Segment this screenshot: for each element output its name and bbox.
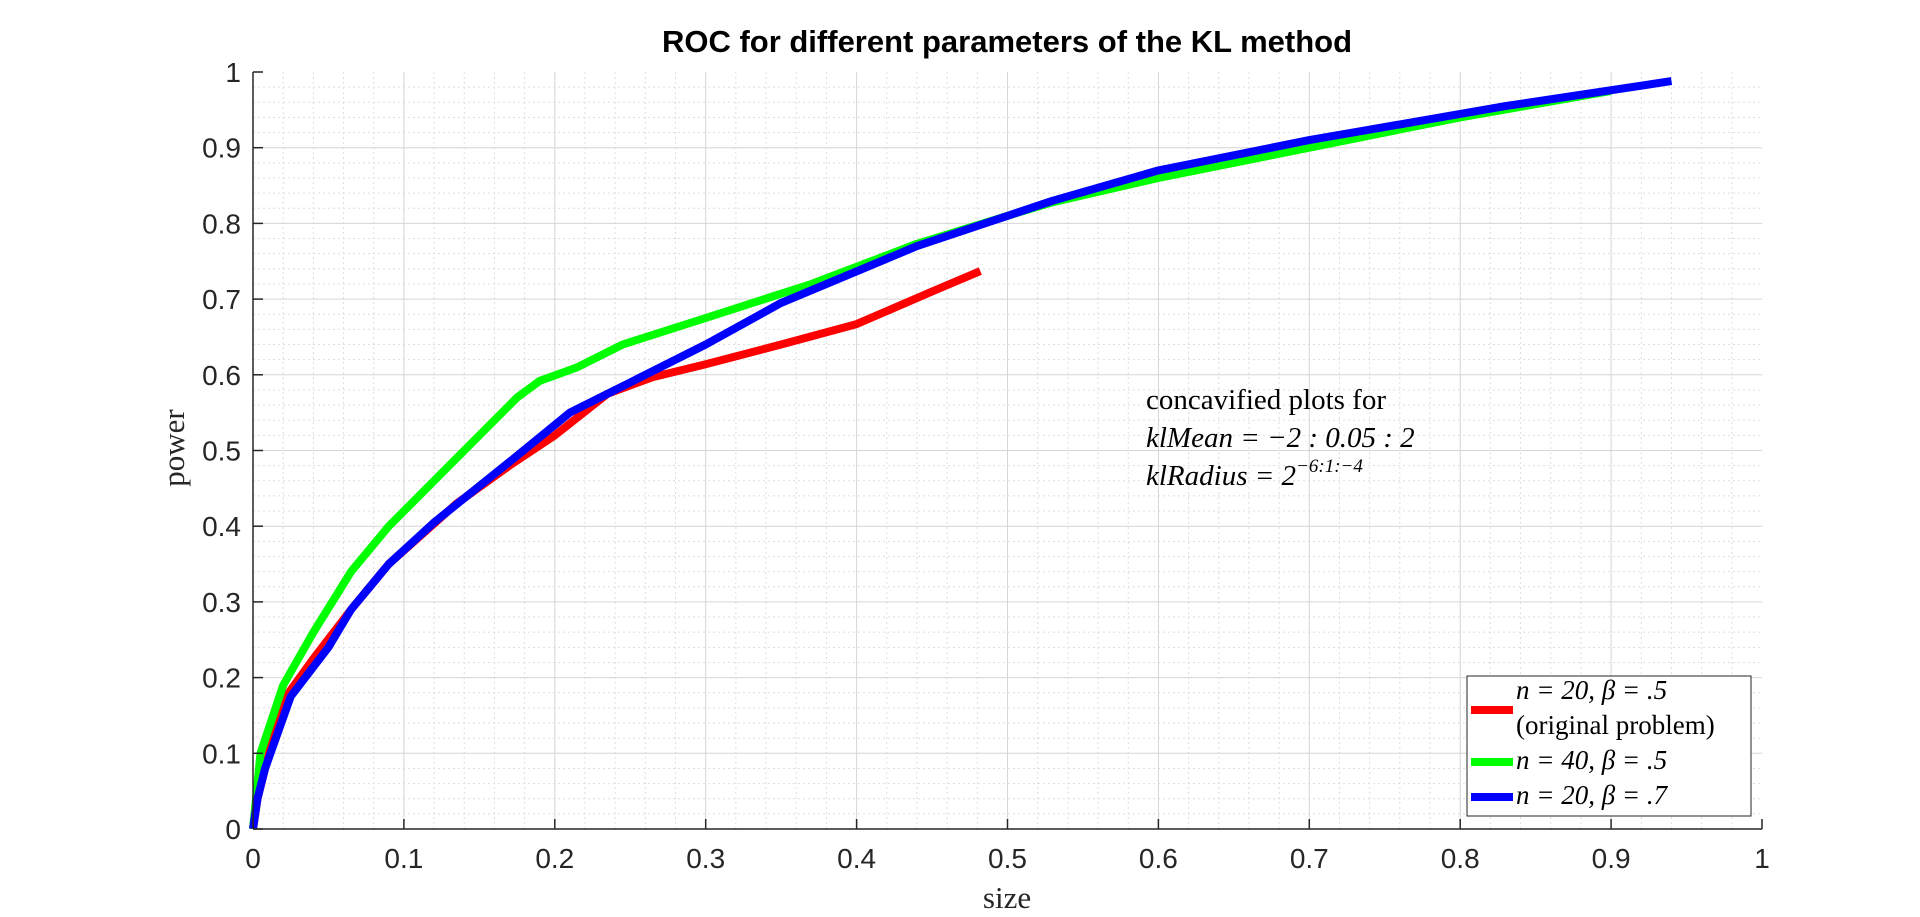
annotation-line-1: concavified plots for [1146, 384, 1386, 416]
y-tick-label: 0.5 [202, 436, 241, 467]
x-tick-label: 0.5 [988, 843, 1027, 874]
series-line-2 [249, 86, 1612, 830]
x-tick-label: 0.9 [1592, 843, 1631, 874]
legend-label-series-1: n = 20, β = .5 [1516, 675, 1667, 705]
series-layer [249, 77, 1673, 830]
x-tick-label: 0.4 [837, 843, 876, 874]
chart-title: ROC for different parameters of the KL m… [662, 24, 1352, 59]
y-tick-label: 0.2 [202, 663, 241, 694]
x-tick-label: 0.2 [535, 843, 574, 874]
y-tick-label: 0.4 [202, 511, 241, 542]
y-tick-label: 0.7 [202, 284, 241, 315]
x-tick-label: 0.3 [686, 843, 725, 874]
legend-label-series-3: n = 20, β = .7 [1516, 780, 1669, 810]
x-tick-label: 0.1 [384, 843, 423, 874]
annotation-line-3-base: klRadius = 2 [1146, 460, 1296, 492]
series-line-3 [249, 77, 1673, 830]
axes-layer: 0 0.1 0.2 0.3 0.4 0.5 0.6 0.7 0.8 0.9 1 0 0.1 0.2 0.3 0… [202, 57, 1770, 874]
annotation: concavified plots for klMean = −2 : 0.05… [1146, 384, 1415, 492]
y-tick-label: 0.3 [202, 587, 241, 618]
annotation-line-3-exponent: −6:1:−4 [1296, 456, 1363, 477]
x-tick-label: 0.6 [1139, 843, 1178, 874]
x-tick-label: 0 [245, 843, 261, 874]
y-tick-label: 0.8 [202, 208, 241, 239]
y-axis-label: power [156, 409, 191, 487]
annotation-line-2: klMean = −2 : 0.05 : 2 [1146, 422, 1415, 454]
y-tick-label: 0.9 [202, 133, 241, 164]
annotation-line-3: klRadius = 2−6:1:−4 [1146, 456, 1363, 492]
x-tick-label: 0.7 [1290, 843, 1329, 874]
x-tick-label: 0.8 [1441, 843, 1480, 874]
x-tick-label: 1 [1754, 843, 1770, 874]
legend: n = 20, β = .5 (original problem) n = 40… [1466, 675, 1752, 817]
x-axis-label: size [983, 880, 1031, 915]
legend-label-series-2: n = 40, β = .5 [1516, 745, 1667, 775]
y-tick-label: 0 [225, 814, 241, 845]
legend-box [1466, 675, 1752, 817]
legend-label-series-1-note: (original problem) [1516, 710, 1715, 740]
y-tick-label: 0.6 [202, 360, 241, 391]
y-tick-label: 0.1 [202, 738, 241, 769]
y-tick-label: 1 [225, 57, 241, 88]
